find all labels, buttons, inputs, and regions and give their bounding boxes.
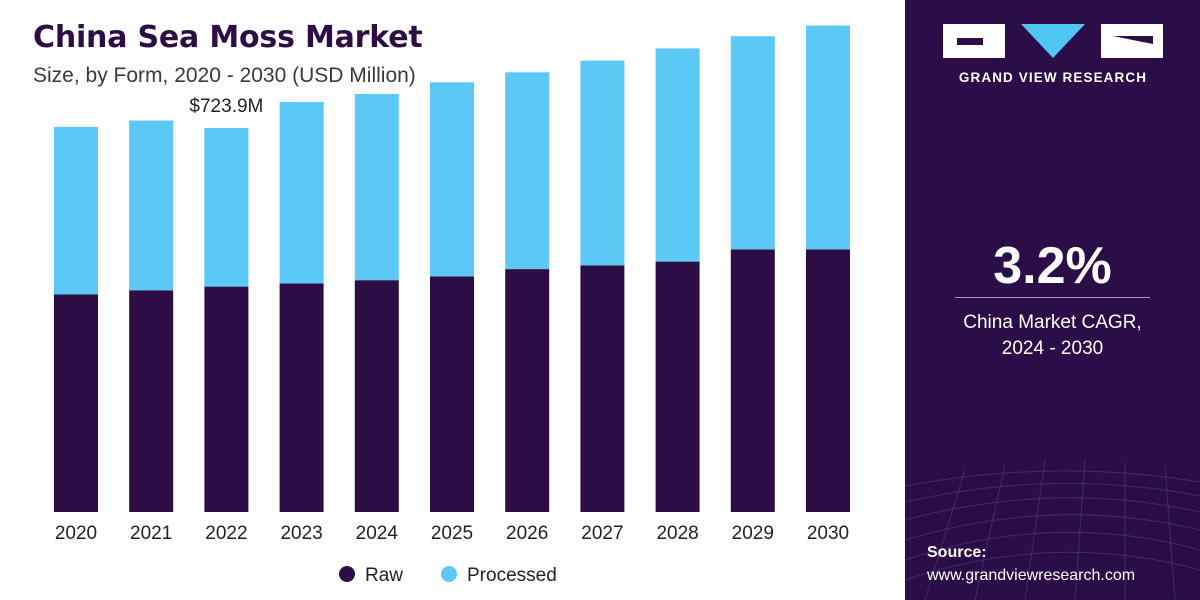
source-link[interactable]: www.grandviewresearch.com — [927, 567, 1136, 584]
gvr-logo-icon — [943, 24, 1163, 58]
x-tick-label: 2020 — [55, 523, 97, 544]
cagr-value: 3.2% — [993, 237, 1112, 295]
bar-processed-2021 — [129, 120, 174, 291]
bar-processed-2023 — [279, 102, 324, 284]
x-tick-label: 2026 — [506, 523, 548, 544]
brand-name: GRAND VIEW RESEARCH — [958, 70, 1148, 85]
cagr-label: China Market CAGR, 2024 - 2030 — [905, 310, 1200, 362]
bar-raw-2020 — [54, 294, 98, 512]
x-tick-label: 2029 — [732, 523, 774, 544]
bar-raw-2030 — [806, 249, 850, 512]
x-tick-label: 2021 — [130, 523, 172, 544]
bar-raw-2023 — [279, 283, 324, 512]
cagr-label-line1: China Market CAGR, — [963, 312, 1142, 333]
x-tick-label: 2023 — [280, 523, 322, 544]
bar-raw-2021 — [129, 290, 174, 512]
legend-label-processed: Processed — [467, 565, 557, 586]
bar-processed-2030 — [806, 25, 850, 250]
bar-raw-2026 — [505, 269, 550, 512]
cagr-divider — [955, 297, 1150, 298]
bar-processed-2028 — [655, 48, 700, 262]
bar-processed-2024 — [354, 94, 399, 281]
cagr-label-line2: 2024 - 2030 — [1001, 338, 1104, 359]
chart-subtitle: Size, by Form, 2020 - 2030 (USD Million) — [33, 64, 416, 87]
x-tick-label: 2028 — [656, 523, 698, 544]
bar-processed-2027 — [580, 60, 625, 266]
stacked-bar-chart: 2020 2021 2022 2023 2024 2025 2026 2027 2028 2029… — [54, 25, 850, 586]
data-label: $723.9M — [189, 96, 263, 117]
bar-raw-2025 — [430, 276, 474, 512]
bar-processed-2020 — [54, 126, 98, 295]
x-tick-label: 2027 — [581, 523, 623, 544]
legend-label-raw: Raw — [365, 565, 403, 586]
bar-raw-2029 — [730, 249, 775, 512]
chart-title: China Sea Moss Market — [33, 20, 423, 55]
legend-marker-raw — [339, 566, 355, 582]
bar-processed-2025 — [430, 82, 474, 277]
x-tick-label: 2025 — [431, 523, 473, 544]
bar-raw-2022 — [204, 286, 249, 512]
brand-panel: GRAND VIEW RESEARCH 3.2% China Market CA… — [905, 0, 1200, 600]
x-tick-label: 2030 — [807, 523, 849, 544]
bar-processed-2026 — [505, 72, 550, 270]
bar-processed-2029 — [730, 36, 775, 250]
source-title: Source: — [927, 544, 987, 561]
decorative-grid-graphic — [905, 459, 1200, 600]
x-tick-label: 2024 — [356, 523, 399, 544]
legend-marker-processed — [441, 566, 457, 582]
bar-raw-2028 — [655, 261, 700, 512]
chart-panel: China Sea Moss Market Size, by Form, 202… — [33, 20, 850, 586]
bar-processed-2022 — [204, 128, 249, 287]
x-tick-label: 2022 — [205, 523, 247, 544]
bar-raw-2024 — [354, 280, 399, 512]
bar-raw-2027 — [580, 265, 625, 512]
